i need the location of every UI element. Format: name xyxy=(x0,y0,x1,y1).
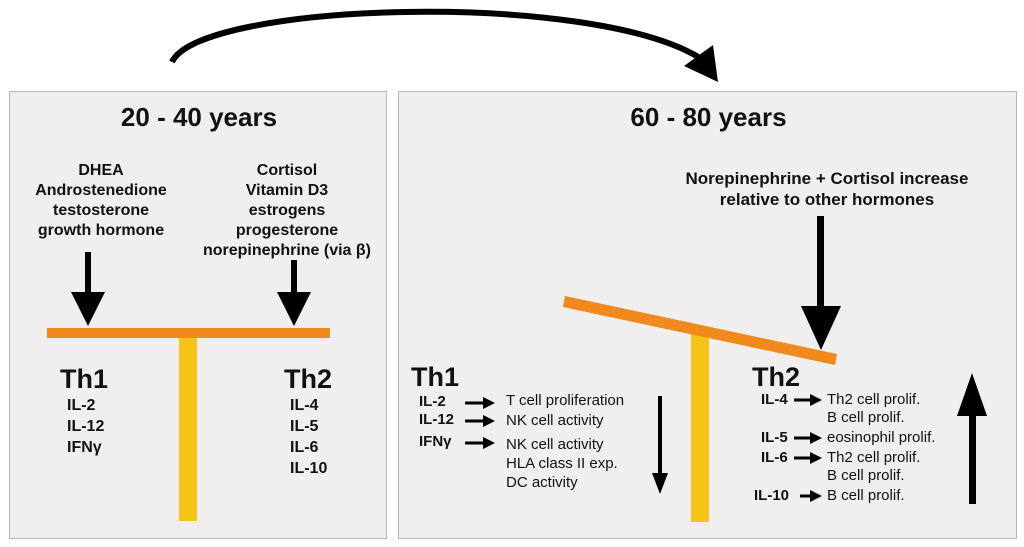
young-age-panel: 20 - 40 years DHEA Androstenedione testo… xyxy=(9,91,387,539)
th1-label: Th1 xyxy=(411,362,460,392)
cytokine: IL-2 xyxy=(419,393,446,410)
scale-beam-level xyxy=(47,328,330,338)
cytokine: IFNγ xyxy=(419,433,452,450)
th1-hormone-arrow xyxy=(71,252,105,326)
hormone: Androstenedione xyxy=(35,182,167,199)
th2-effect: B cell prolif. xyxy=(827,467,905,484)
th1-cytokine-list: IL-2 IL-12 IFNγ xyxy=(67,395,104,458)
hormone: testosterone xyxy=(52,202,150,219)
th1-effect: T cell proliferation xyxy=(506,392,625,409)
hormone: growth hormone xyxy=(37,222,165,239)
statement-line: Norepinephrine + Cortisol increase xyxy=(685,169,969,188)
cytokine: IL-10 xyxy=(754,487,790,504)
scale-beam-tilted xyxy=(563,296,837,365)
cytokine: IL-5 xyxy=(761,429,788,446)
cytokine: IL-5 xyxy=(290,418,319,435)
scale-post xyxy=(691,334,709,522)
th1-effect: HLA class II exp. xyxy=(506,455,618,472)
statement-line: relative to other hormones xyxy=(719,190,935,209)
hormone-shift-statement: Norepinephrine + Cortisol increase relat… xyxy=(627,168,1024,210)
th2-increase-arrow xyxy=(957,373,987,504)
hormone: Cortisol xyxy=(256,162,318,179)
cytokine: IL-6 xyxy=(761,449,788,466)
hormone-pressure-arrow xyxy=(801,216,841,350)
cytokine: IL-10 xyxy=(290,460,328,477)
hormone: norepinephrine (via β) xyxy=(202,242,371,259)
th1-label: Th1 xyxy=(60,364,109,394)
th2-promoting-hormones: Cortisol Vitamin D3 estrogens progestero… xyxy=(188,161,386,261)
balance-scale-level xyxy=(47,252,330,521)
th1-promoting-hormones: DHEA Androstenedione testosterone growth… xyxy=(22,161,180,241)
th2-label: Th2 xyxy=(752,362,801,392)
th1-decrease-arrow xyxy=(652,396,668,494)
panel-title: 20 - 40 years xyxy=(120,102,278,132)
old-age-panel: 60 - 80 years Norepinephrine + Cortisol … xyxy=(398,91,1017,539)
panel-title: 60 - 80 years xyxy=(630,102,787,132)
th2-label: Th2 xyxy=(284,364,333,394)
hormone: progesterone xyxy=(235,222,339,239)
th2-effect: eosinophil prolif. xyxy=(827,429,936,446)
hormone: DHEA xyxy=(78,162,124,179)
cytokine: IL-2 xyxy=(67,397,96,414)
th2-effect-arrows xyxy=(794,394,822,502)
th2-effect: B cell prolif. xyxy=(827,487,905,504)
hormone: Vitamin D3 xyxy=(245,182,329,199)
cytokine: IL-4 xyxy=(761,391,788,408)
th1-effect-arrows xyxy=(465,397,495,449)
th1-effect: DC activity xyxy=(506,474,578,491)
cytokine: IL-4 xyxy=(290,397,319,414)
cytokine: IFNγ xyxy=(67,439,102,456)
th2-effect: Th2 cell prolif. xyxy=(827,449,921,466)
cytokine: IL-12 xyxy=(67,418,105,435)
balance-scale-tilted xyxy=(465,216,987,522)
th2-cytokine-list: IL-4 IL-5 IL-6 IL-10 xyxy=(290,395,327,479)
th1-effect: NK cell activity xyxy=(506,436,604,453)
hormone: estrogens xyxy=(248,202,326,219)
th2-effect: B cell prolif. xyxy=(827,409,905,426)
cytokine: IL-12 xyxy=(419,411,455,428)
th1-effect: NK cell activity xyxy=(506,412,604,429)
th2-hormone-arrow xyxy=(277,260,311,326)
cytokine: IL-6 xyxy=(290,439,319,456)
scale-post xyxy=(179,337,197,521)
th2-effect: Th2 cell prolif. xyxy=(827,391,921,408)
